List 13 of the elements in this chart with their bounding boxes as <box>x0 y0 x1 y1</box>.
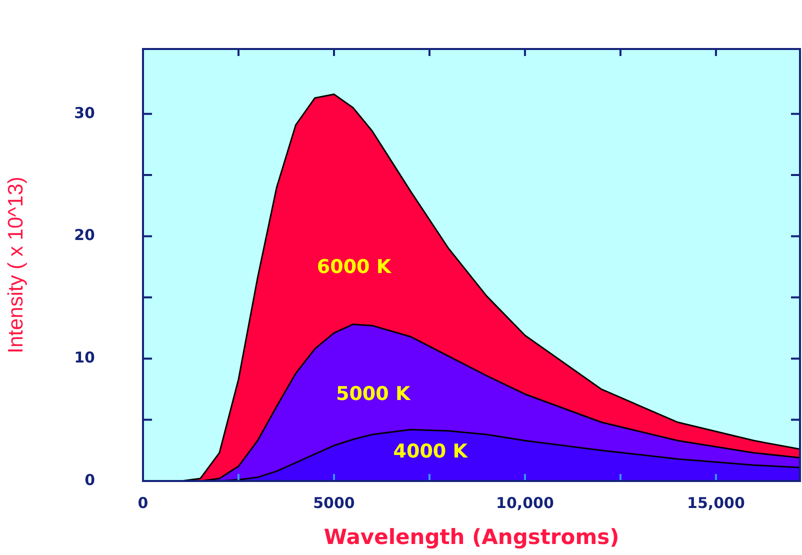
y-tick-label: 30 <box>74 104 95 122</box>
series-label: 5000 K <box>336 382 412 405</box>
x-tick-label: 15,000 <box>687 494 745 512</box>
x-tick-label: 5000 <box>313 494 355 512</box>
x-tick-label: 0 <box>138 494 148 512</box>
y-tick-label: 20 <box>74 226 95 244</box>
series-label: 6000 K <box>316 256 392 278</box>
series-label: 4000 K <box>393 440 469 463</box>
x-tick-label: 10,000 <box>496 494 554 512</box>
y-axis-title: Intensity ( x 10^13) <box>4 176 28 354</box>
y-tick-label: 0 <box>84 470 95 489</box>
y-tick-label: 10 <box>74 348 95 367</box>
x-axis-title: Wavelength (Angstroms) <box>324 524 620 549</box>
